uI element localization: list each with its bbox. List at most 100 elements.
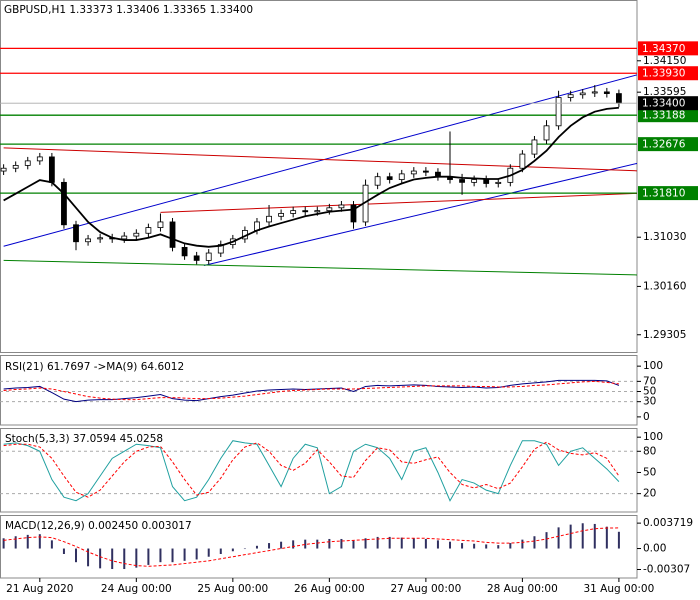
x-tick-label: 24 Aug 00:00	[101, 583, 172, 595]
macd-bar	[292, 540, 295, 549]
candle-body	[157, 221, 164, 228]
macd-bar	[436, 540, 439, 549]
macd-bar	[581, 523, 584, 549]
y-tick-label: 0.003719	[643, 517, 693, 529]
candle-body	[338, 204, 345, 209]
trend-line	[203, 162, 637, 266]
level-label-bg	[638, 66, 698, 81]
current-price-label-bg	[638, 96, 698, 111]
macd-bar	[461, 543, 464, 549]
macd-bar	[280, 541, 283, 549]
x-tick-label: 25 Aug 00:00	[197, 583, 268, 595]
panel-title: RSI(21) 61.7697 ->MA(9) 64.6012	[5, 361, 184, 373]
level-label: 1.33188	[642, 110, 685, 122]
macd-bar	[352, 540, 355, 549]
y-tick-label: 30	[643, 396, 656, 408]
indicator-line	[3, 440, 620, 502]
candle-body	[48, 156, 55, 183]
candle-body	[181, 246, 188, 257]
x-tick-label: 28 Aug 00:00	[487, 583, 558, 595]
y-tick-label: 50	[643, 466, 656, 478]
candle-body	[555, 97, 562, 127]
macd-bar	[509, 543, 512, 549]
y-tick-label: 1.30160	[643, 280, 686, 292]
y-tick-label: 70	[643, 375, 656, 387]
candle-body	[169, 221, 176, 248]
indicator-line	[3, 379, 620, 403]
macd-bar	[171, 548, 174, 563]
level-label: 1.31810	[642, 188, 685, 200]
macd-bar	[533, 536, 536, 549]
level-label-bg	[638, 186, 698, 201]
moving-average	[3, 106, 619, 248]
macd-bar	[485, 544, 488, 549]
candle-body	[579, 92, 586, 96]
candle-body	[73, 224, 79, 243]
macd-bar	[243, 548, 246, 550]
candle-body	[133, 232, 140, 237]
macd-bar	[593, 523, 596, 549]
macd-bar	[62, 548, 65, 554]
candle-body	[543, 125, 550, 141]
main-plot	[0, 47, 637, 276]
candle-body	[290, 210, 297, 214]
macd-bar	[340, 538, 343, 549]
y-tick-label: 0.00	[643, 543, 666, 555]
candle-body	[121, 235, 128, 240]
y-tick-label: 0	[643, 411, 650, 423]
y-tick-label: 20	[643, 488, 656, 500]
macd-bar	[412, 538, 415, 549]
candle-body	[374, 176, 381, 186]
macd-bar	[219, 548, 222, 554]
macd-bar	[111, 548, 114, 570]
macd-bar	[473, 543, 476, 549]
rsi-plot	[0, 379, 637, 403]
candle-body	[145, 227, 152, 234]
candle-body	[591, 91, 598, 94]
level-label-bg	[638, 41, 698, 56]
candle-body	[24, 160, 31, 166]
macd-bar	[304, 539, 307, 549]
macd-plot	[2, 523, 620, 570]
y-tick-label: 1.34150	[643, 55, 686, 67]
y-tick-label: 100	[643, 360, 663, 372]
candle-body	[326, 207, 333, 212]
candle-body	[36, 156, 43, 162]
x-tick-label: 31 Aug 00:00	[583, 583, 654, 595]
candle-body	[495, 181, 502, 184]
y-tick-label: 1.31030	[643, 231, 686, 243]
stoch-panel	[0, 428, 638, 513]
candle-body	[61, 181, 67, 226]
macd-bar	[388, 536, 391, 549]
current-price-label: 1.33400	[642, 98, 685, 110]
y-tick-label: 1.29305	[643, 329, 686, 341]
candle-body	[386, 176, 393, 180]
macd-bar	[123, 548, 126, 570]
candle-body	[85, 238, 91, 243]
candle-body	[266, 215, 272, 223]
macd-bar	[159, 548, 162, 563]
macd-bar	[87, 548, 90, 567]
macd-bar	[147, 548, 150, 565]
macd-bar	[183, 548, 186, 561]
panel-title: MACD(12,26,9) 0.002450 0.003017	[5, 520, 192, 532]
x-tick-label: 26 Aug 00:00	[294, 583, 365, 595]
x-tick-label: 27 Aug 00:00	[390, 583, 461, 595]
candle-body	[567, 94, 574, 98]
candle-body	[0, 167, 7, 172]
macd-panel	[0, 515, 638, 579]
y-tick-label: 80	[643, 445, 656, 457]
candle-body	[302, 210, 309, 213]
trend-line	[3, 147, 637, 172]
indicator-line	[3, 441, 620, 498]
macd-bar	[195, 548, 198, 560]
candle-body	[350, 204, 357, 223]
level-label-bg	[638, 108, 698, 123]
candle-body	[314, 210, 321, 213]
candle-body	[459, 179, 465, 183]
level-label: 1.32676	[642, 139, 686, 151]
candle-body	[471, 179, 478, 183]
macd-bar	[557, 527, 560, 549]
macd-bar	[521, 539, 524, 549]
